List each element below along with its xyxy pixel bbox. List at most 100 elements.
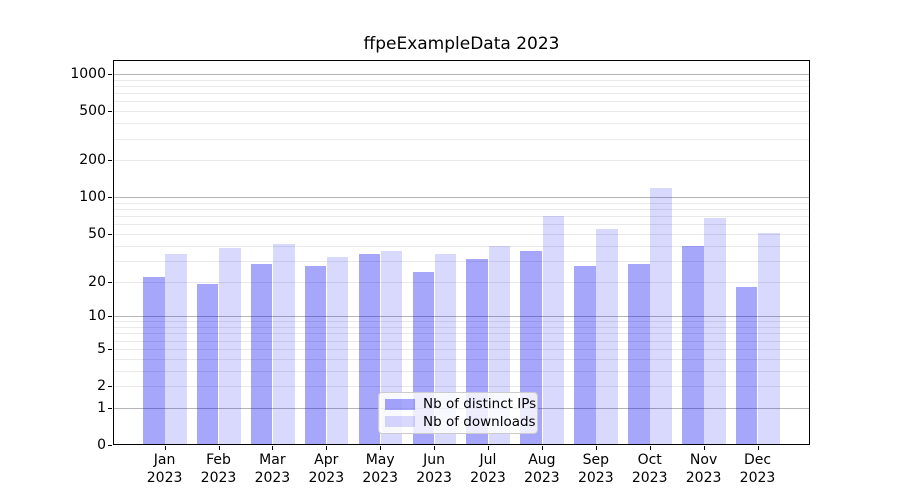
minor-gridline: [114, 86, 809, 88]
x-tick-mark: [164, 446, 166, 450]
minor-gridline: [114, 111, 809, 113]
y-tick-mark: [108, 281, 112, 283]
x-tick-label: Feb 2023: [200, 452, 237, 486]
bar-distinct-ips: [304, 266, 327, 444]
x-tick-label: Oct 2023: [631, 452, 668, 486]
x-tick-label: Jan 2023: [146, 452, 183, 486]
legend-row-distinct-ips: Nb of distinct IPs: [385, 396, 536, 412]
y-tick-label: 0: [97, 437, 106, 453]
y-tick-mark: [108, 445, 112, 446]
minor-gridline: [114, 93, 809, 95]
x-tick-mark: [595, 446, 597, 450]
y-tick-mark: [108, 111, 112, 113]
minor-gridline: [114, 224, 809, 226]
y-tick-mark: [108, 386, 112, 388]
minor-gridline: [114, 340, 809, 342]
x-tick-mark: [434, 446, 436, 450]
y-tick-mark: [108, 197, 112, 199]
x-tick-label: Jul 2023: [470, 452, 506, 486]
x-tick-mark: [326, 446, 328, 450]
x-tick-label: May 2023: [362, 452, 398, 486]
bar-distinct-ips: [250, 264, 273, 444]
minor-gridline: [114, 138, 809, 140]
major-gridline: [114, 316, 809, 318]
major-gridline: [114, 74, 809, 76]
plot-area: [113, 60, 810, 445]
bar-downloads: [165, 254, 187, 444]
bar-downloads: [650, 187, 672, 444]
bar-downloads: [758, 232, 780, 444]
legend-row-downloads: Nb of downloads: [385, 414, 536, 430]
y-tick-mark: [108, 233, 112, 235]
x-tick-label: Jun 2023: [416, 452, 452, 486]
bar-layer: [114, 61, 809, 444]
bar-downloads: [273, 244, 295, 444]
y-tick-mark: [108, 74, 112, 76]
bar-distinct-ips: [574, 266, 596, 444]
x-tick-mark: [488, 446, 489, 450]
minor-gridline: [114, 79, 809, 81]
y-tick-label: 10: [88, 308, 106, 325]
minor-gridline: [114, 209, 809, 211]
bar-distinct-ips: [682, 245, 704, 444]
minor-gridline: [114, 386, 809, 388]
x-tick-mark: [649, 446, 651, 450]
minor-gridline: [114, 358, 809, 360]
minor-gridline: [114, 245, 809, 247]
y-tick-mark: [108, 160, 112, 162]
legend-label-distinct-ips: Nb of distinct IPs: [423, 396, 537, 413]
bar-downloads: [219, 248, 241, 444]
x-tick-label: Mar 2023: [254, 452, 291, 486]
legend-swatch-distinct-ips: [385, 398, 415, 410]
bar-downloads: [326, 257, 349, 444]
minor-gridline: [114, 233, 809, 235]
minor-gridline: [114, 321, 809, 323]
y-tick-label: 500: [79, 103, 106, 120]
y-tick-label: 50: [88, 225, 106, 242]
x-tick-mark: [380, 446, 382, 450]
bar-distinct-ips: [196, 284, 219, 444]
bar-downloads: [596, 228, 618, 444]
grid-layer: [114, 61, 809, 444]
minor-gridline: [114, 101, 809, 103]
bar-downloads: [704, 217, 726, 444]
y-tick-mark: [108, 348, 112, 350]
x-tick-label: Sep 2023: [577, 452, 614, 486]
minor-gridline: [114, 281, 809, 283]
minor-gridline: [114, 370, 809, 372]
minor-gridline: [114, 327, 809, 329]
y-tick-label: 200: [79, 152, 106, 169]
x-tick-label: Dec 2023: [739, 452, 776, 486]
y-tick-label: 2: [97, 378, 106, 395]
chart-title: ffpeExampleData 2023: [363, 34, 560, 54]
bar-downloads: [542, 216, 565, 444]
x-tick-mark: [541, 446, 543, 450]
legend: Nb of distinct IPs Nb of downloads: [378, 392, 538, 434]
bar-distinct-ips: [628, 264, 650, 444]
y-tick-label: 20: [88, 273, 106, 290]
minor-gridline: [114, 260, 809, 262]
x-tick-mark: [272, 446, 274, 450]
bar-distinct-ips: [735, 286, 758, 444]
x-tick-label: Apr 2023: [308, 452, 345, 486]
x-tick-mark: [757, 446, 759, 450]
x-tick-mark: [218, 446, 220, 450]
minor-gridline: [114, 216, 809, 218]
minor-gridline: [114, 348, 809, 350]
major-gridline: [114, 197, 809, 199]
y-tick-label: 100: [79, 189, 106, 206]
minor-gridline: [114, 202, 809, 204]
legend-swatch-downloads: [385, 416, 415, 428]
minor-gridline: [114, 333, 809, 335]
y-tick-mark: [108, 316, 112, 318]
y-tick-label: 5: [97, 340, 106, 357]
y-tick-label: 1: [97, 399, 106, 416]
x-tick-label: Nov 2023: [685, 452, 722, 486]
y-tick-mark: [108, 407, 112, 409]
x-tick-mark: [703, 446, 705, 450]
bar-distinct-ips: [143, 276, 165, 444]
legend-label-downloads: Nb of downloads: [423, 413, 536, 430]
x-tick-label: Aug 2023: [524, 452, 560, 486]
minor-gridline: [114, 123, 809, 125]
